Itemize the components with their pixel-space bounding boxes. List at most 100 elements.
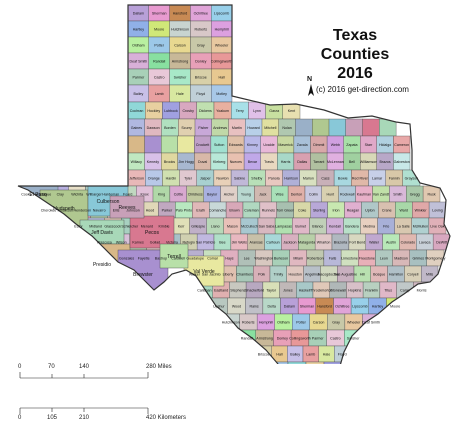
county-label: Taylor	[266, 289, 276, 293]
county-label: Collingsworth	[211, 60, 233, 64]
county-label: Kerr	[178, 225, 186, 229]
county-hudspeth[interactable]	[312, 118, 330, 137]
county-label: Dallam	[133, 12, 144, 16]
county-label: Falls	[329, 257, 337, 261]
county-label: Galveston	[394, 160, 410, 164]
county-reeves[interactable]	[345, 118, 363, 137]
county-label: Hale	[176, 92, 183, 96]
county-label: Madison	[394, 257, 408, 261]
county-label: Carson	[174, 44, 186, 48]
county-label: Newton	[216, 177, 228, 181]
county-label: Waller	[369, 241, 380, 245]
county-label: Johnson	[126, 209, 140, 213]
county-label: Castro	[154, 76, 165, 80]
county-label: Castro	[330, 337, 341, 341]
county-label: Culberson	[97, 199, 120, 205]
copyright-text: (c) 2016 get-direction.com	[316, 85, 409, 94]
county-pecos-area[interactable]	[129, 215, 175, 249]
county-label: Morris	[417, 289, 427, 293]
county-label: Colorado	[401, 241, 416, 245]
county-label: Starr	[365, 143, 374, 147]
county-label: Lavaca	[419, 241, 431, 245]
county-label: McMullen	[413, 225, 428, 229]
county-label: Victoria	[166, 241, 178, 245]
county-label: Gillespie	[191, 225, 205, 229]
county-label: Floyd	[196, 92, 205, 96]
county-label: Cochran	[130, 109, 144, 113]
county-label: Callahan	[197, 289, 211, 293]
county-label: Lipscomb	[214, 12, 229, 16]
county-label: Upshur	[213, 305, 225, 309]
county-label: San Jacinto	[202, 273, 221, 277]
county-label: Brewster	[133, 272, 153, 278]
county-label: Moore	[390, 305, 400, 309]
county-label: Jones	[283, 289, 293, 293]
county-presidio[interactable]	[127, 135, 145, 154]
county-label: Brooks	[164, 160, 175, 164]
county-label: Angelina	[305, 273, 319, 277]
county-label: Jim Wells	[232, 241, 248, 245]
county-label: Bailey	[290, 353, 300, 357]
county-label: Robertson	[307, 257, 324, 261]
county-label: Stonewall	[330, 289, 346, 293]
county-label: Hunt	[327, 193, 335, 197]
county-label: Milam	[293, 257, 303, 261]
scale-bar	[19, 372, 149, 414]
county-brewster[interactable]	[144, 135, 162, 154]
county-label: Midland	[89, 225, 102, 229]
county-label: Duval	[198, 160, 207, 164]
county-label: Wheeler	[215, 44, 229, 48]
county-label: Medina	[363, 225, 375, 229]
county-label: Fisher	[198, 126, 209, 130]
county-label: Bosque	[373, 273, 385, 277]
map-title-line-2: Counties	[320, 46, 390, 63]
county-label: San Augustine	[334, 273, 357, 277]
county-terrell-area[interactable]	[159, 243, 189, 269]
county-terrell[interactable]	[161, 135, 178, 154]
county-label: Kenedy	[147, 160, 159, 164]
county-val-verde[interactable]	[177, 135, 195, 154]
county-label: Deaf Smith	[362, 321, 380, 325]
county-label: Bailey	[134, 92, 144, 96]
county-label: Zapata	[346, 143, 357, 147]
county-label: Kleberg	[213, 160, 225, 164]
county-label: Fannin	[389, 177, 400, 181]
county-label: Fort Bend	[349, 241, 365, 245]
county-label: Ward	[399, 209, 407, 213]
county-label: Swisher	[174, 76, 188, 80]
county-label: Hansford	[173, 12, 188, 16]
county-label: Hopkins	[348, 289, 361, 293]
county-label: Wilbarger	[86, 193, 102, 197]
county-label: Navarro	[93, 209, 106, 213]
county-label: La Salle	[397, 225, 410, 229]
county-label: Irion	[333, 209, 340, 213]
county-label: Schleicher	[121, 225, 139, 229]
county-reeves-area[interactable]	[109, 195, 145, 219]
county-label: Matagorda	[298, 241, 315, 245]
county-label: Sterling	[313, 209, 325, 213]
county-label: Guadalupe	[186, 257, 204, 261]
county-label: Jack	[259, 193, 267, 197]
county-label: Martin	[232, 126, 242, 130]
county-label: Bandera	[345, 225, 359, 229]
county-label: DeWitt	[436, 241, 447, 245]
county-label: Eastland	[214, 289, 228, 293]
county-culberson[interactable]	[328, 118, 346, 137]
county-label: Polk	[258, 273, 265, 277]
county-label: Collingsworth	[289, 337, 311, 341]
county-el-paso[interactable]	[295, 118, 313, 137]
county-label: Lamar	[372, 177, 383, 181]
county-label: Andrews	[213, 126, 227, 130]
county-label: Harrison	[284, 177, 298, 181]
county-label: Oldham	[132, 44, 145, 48]
county-label: Parmer	[133, 76, 146, 80]
north-arrow-label: N	[307, 76, 313, 83]
county-label: Briscoe	[195, 76, 207, 80]
county-label: Dickens	[199, 109, 212, 113]
county-label: Hansford	[317, 305, 332, 309]
county-label: Kinney	[247, 143, 258, 147]
county-label: Young	[241, 193, 251, 197]
county-label: Nacogdoches	[318, 273, 340, 277]
county-pecos[interactable]	[362, 118, 380, 137]
